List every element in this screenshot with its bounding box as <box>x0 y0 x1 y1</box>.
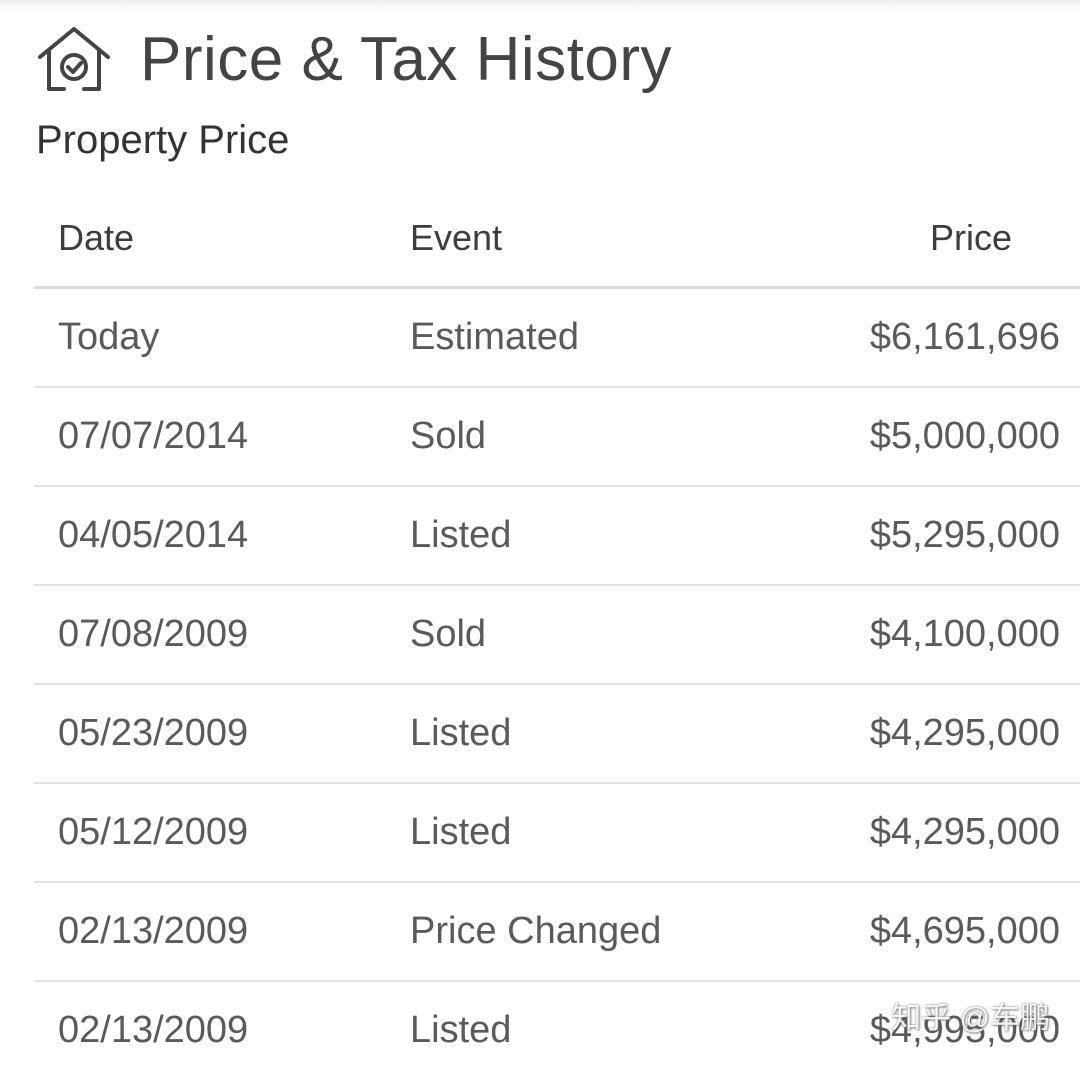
row-event: Listed <box>410 1009 512 1051</box>
row-price: $4,295,000 <box>869 811 1060 853</box>
row-event: Price Changed <box>410 910 662 952</box>
table-row: Today Estimated $6,161,696 <box>34 289 1080 388</box>
table-row: 07/08/2009 Sold $4,100,000 <box>34 586 1080 685</box>
row-event: Listed <box>410 712 512 754</box>
row-price: $4,295,000 <box>869 712 1060 754</box>
row-price: $4,100,000 <box>869 613 1060 655</box>
column-header-price: Price <box>929 217 1012 258</box>
row-event: Estimated <box>410 316 579 358</box>
row-date: 05/23/2009 <box>58 712 249 754</box>
price-history-table: Date Event Price Today Estimated $6,161,… <box>34 190 1080 1065</box>
table-header-row: Date Event Price <box>34 190 1080 289</box>
row-event: Listed <box>410 811 512 853</box>
column-header-event: Event <box>410 217 503 258</box>
top-shadow <box>0 0 1080 10</box>
row-date: 07/07/2014 <box>58 415 249 457</box>
row-date: 02/13/2009 <box>58 910 249 952</box>
row-price: $5,000,000 <box>869 415 1060 457</box>
row-price: $4,995,000 <box>869 1009 1060 1051</box>
row-date: Today <box>58 316 160 358</box>
row-event: Sold <box>410 613 487 655</box>
table-row: 05/12/2009 Listed $4,295,000 <box>34 784 1080 883</box>
table-row: 07/07/2014 Sold $5,000,000 <box>34 388 1080 487</box>
row-event: Listed <box>410 514 512 556</box>
page-title: Price & Tax History <box>140 24 673 94</box>
section-title: Property Price <box>36 118 290 162</box>
row-price: $5,295,000 <box>869 514 1060 556</box>
table-row: 04/05/2014 Listed $5,295,000 <box>34 487 1080 586</box>
watermark: 知乎 @车鹏 <box>891 1002 1050 1035</box>
row-price: $6,161,696 <box>869 316 1060 358</box>
row-date: 07/08/2009 <box>58 613 249 655</box>
row-date: 02/13/2009 <box>58 1009 249 1051</box>
row-event: Sold <box>410 415 487 457</box>
row-price: $4,695,000 <box>869 910 1060 952</box>
table-row: 02/13/2009 Price Changed $4,695,000 <box>34 883 1080 982</box>
row-date: 05/12/2009 <box>58 811 249 853</box>
row-date: 04/05/2014 <box>58 514 249 556</box>
column-header-date: Date <box>58 217 135 258</box>
page-header: Price & Tax History <box>36 14 672 104</box>
home-check-icon <box>36 23 112 95</box>
table-row: 02/13/2009 Listed $4,995,000 <box>34 982 1080 1065</box>
table-row: 05/23/2009 Listed $4,295,000 <box>34 685 1080 784</box>
